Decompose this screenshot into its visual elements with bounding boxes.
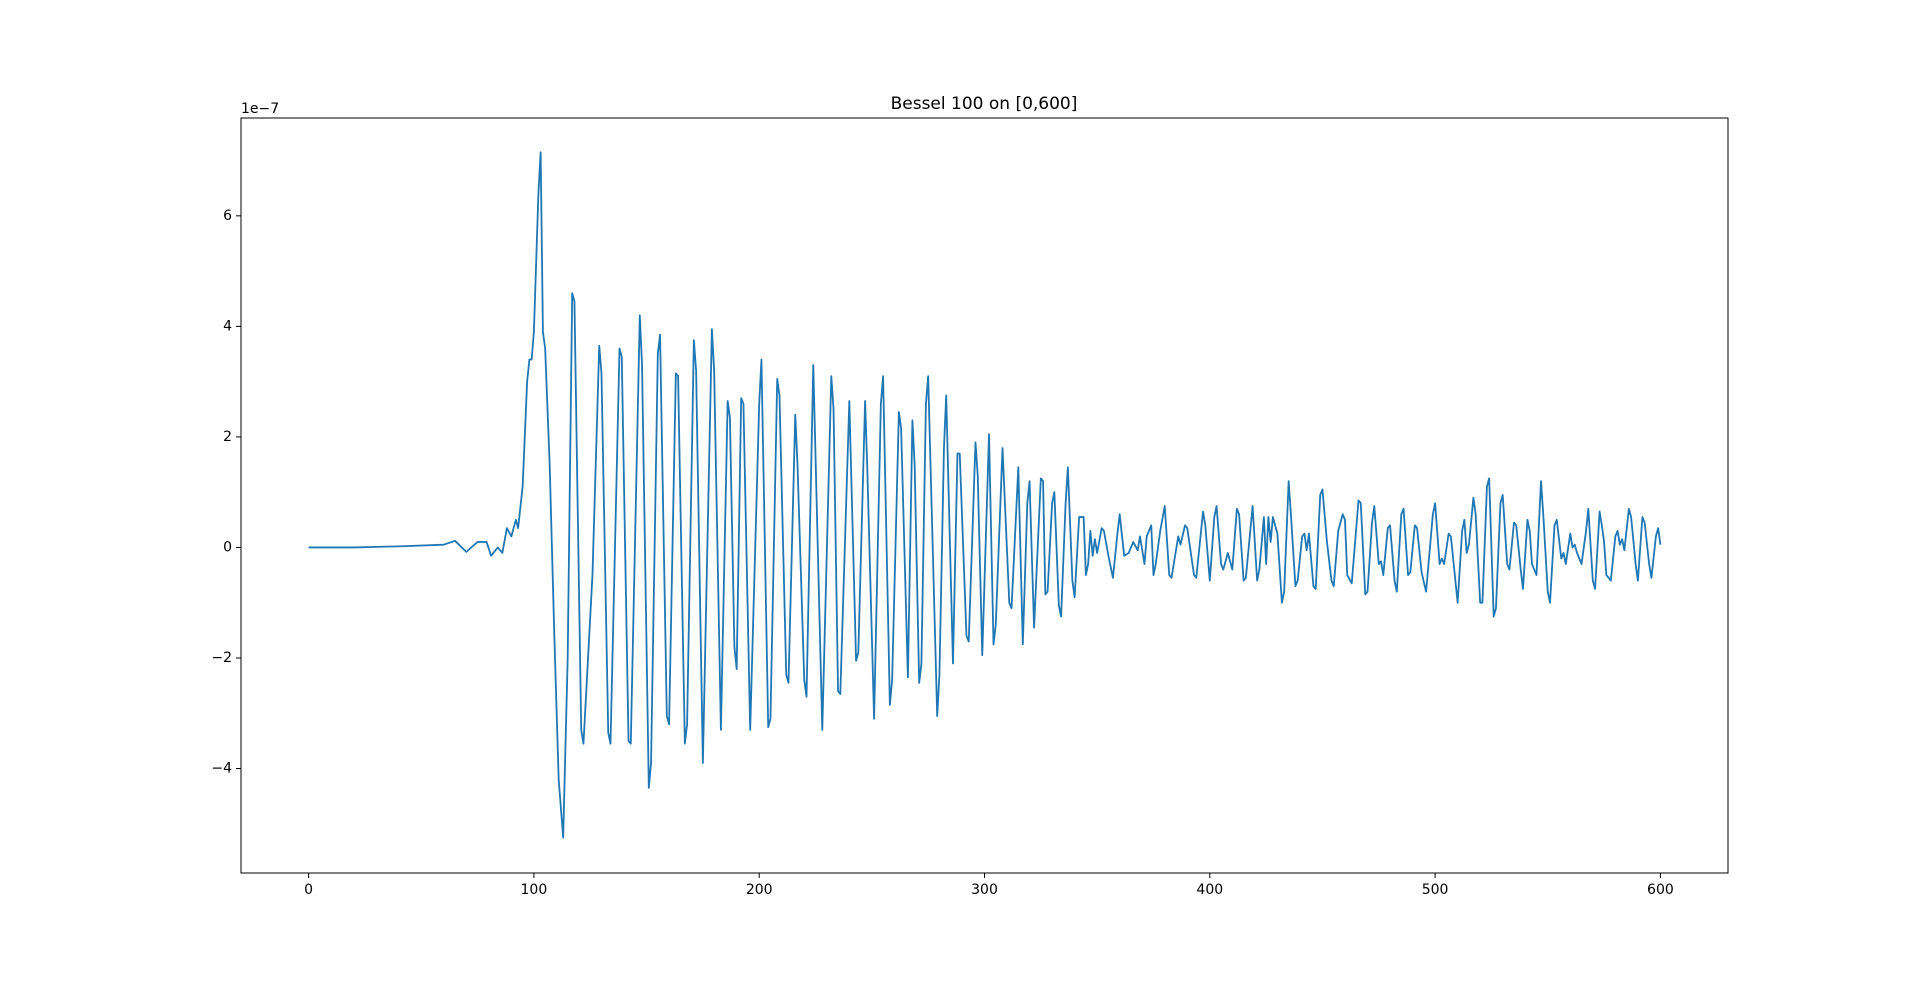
x-tick-label: 600 [1647,882,1674,898]
y-tick-label: 6 [223,208,232,224]
x-tick-label: 200 [746,882,773,898]
y-tick-label: 4 [223,318,232,334]
x-tick-label: 400 [1196,882,1223,898]
x-tick-label: 100 [521,882,548,898]
plot-frame [240,117,1729,874]
data-line [308,151,1662,839]
x-tick-label: 0 [304,882,313,898]
y-offset-label: 1e−7 [241,101,279,117]
y-tick-label: 0 [223,539,232,555]
x-tick-label: 300 [971,882,998,898]
y-tick-label: 2 [223,429,232,445]
x-tick-label: 500 [1422,882,1449,898]
y-tick-label: −4 [211,761,232,777]
chart-title: Bessel 100 on [0,600] [891,94,1078,114]
y-tick-label: −2 [211,650,232,666]
